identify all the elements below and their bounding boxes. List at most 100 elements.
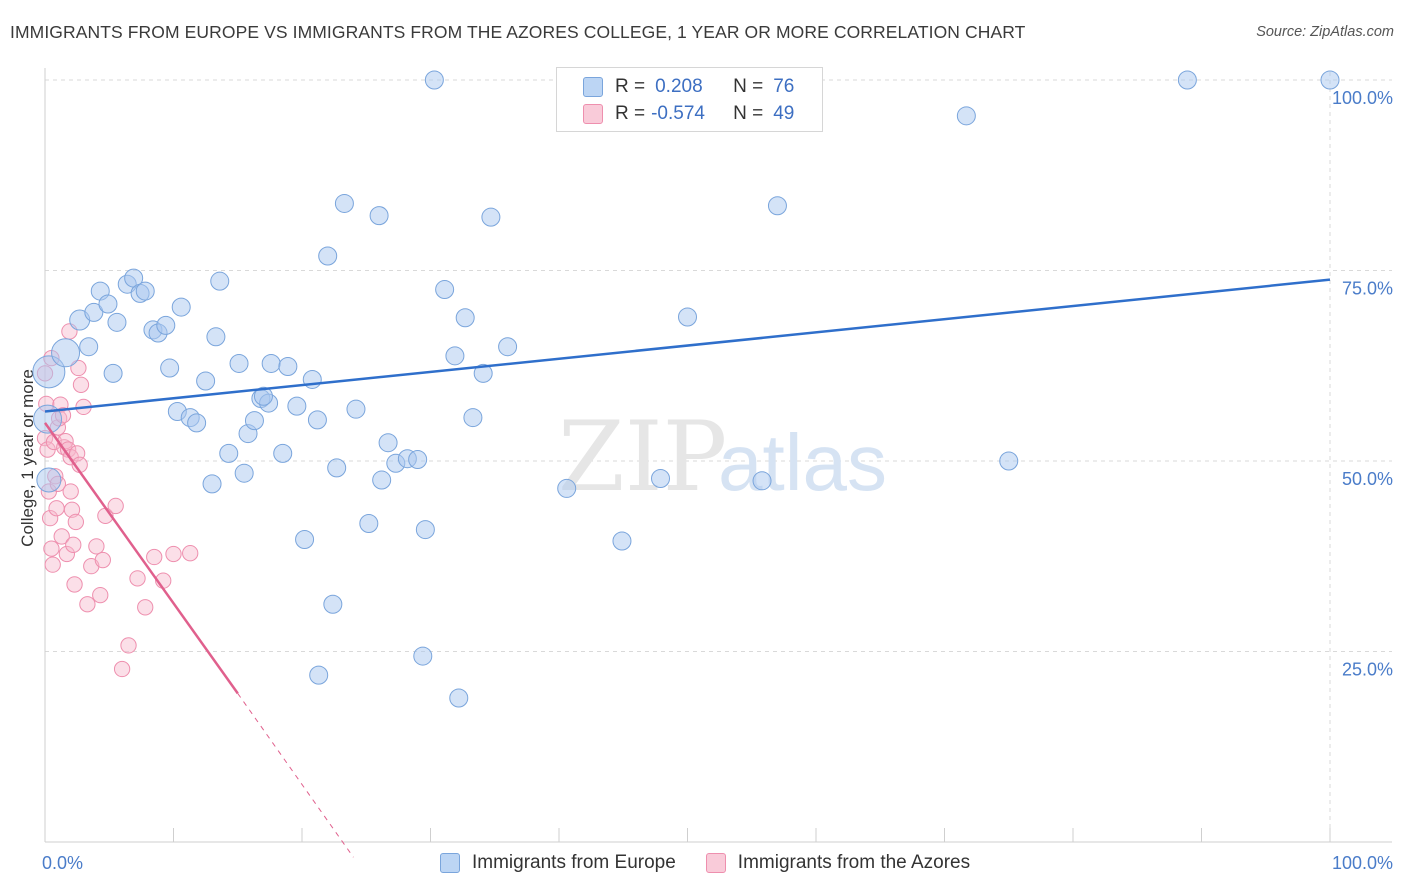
europe-point xyxy=(171,297,191,317)
europe-point xyxy=(346,399,366,419)
azores-n-value: 49 xyxy=(773,103,795,124)
europe-point xyxy=(424,70,444,90)
azores-point xyxy=(137,599,154,616)
legend-label-azores: Immigrants from the Azores xyxy=(737,852,971,873)
europe-point xyxy=(956,106,976,126)
y-tick-label-75: 75.0% xyxy=(1342,279,1393,299)
legend-row-europe: R = 0.208 N = 76 xyxy=(583,74,794,100)
legend-item-europe: Immigrants from Europe xyxy=(440,852,676,874)
europe-point xyxy=(372,470,392,490)
europe-point xyxy=(999,451,1019,471)
chart-title: IMMIGRANTS FROM EUROPE VS IMMIGRANTS FRO… xyxy=(10,22,1026,42)
europe-point xyxy=(84,302,104,322)
azores-swatch xyxy=(583,104,603,124)
azores-point xyxy=(182,545,199,562)
legend-swatch-azores xyxy=(705,853,726,873)
europe-point xyxy=(752,471,772,491)
europe-point xyxy=(278,357,298,377)
europe-point xyxy=(261,353,281,373)
europe-point xyxy=(481,207,501,227)
europe-point xyxy=(219,443,239,463)
azores-point xyxy=(146,548,163,566)
europe-point xyxy=(369,206,389,226)
azores-point xyxy=(165,545,182,563)
europe-point xyxy=(307,410,327,430)
europe-point xyxy=(651,469,671,489)
europe-point xyxy=(229,353,249,373)
europe-trend-line xyxy=(44,278,1331,413)
europe-point xyxy=(678,307,697,327)
europe-point xyxy=(309,665,329,685)
europe-point xyxy=(234,463,254,483)
azores-point xyxy=(44,556,61,573)
azores-point xyxy=(129,570,146,587)
y-tick-label-100: 100.0% xyxy=(1332,88,1393,108)
azores-point xyxy=(41,510,59,527)
europe-point xyxy=(767,196,787,216)
azores-n-label: N = xyxy=(733,103,764,124)
europe-point xyxy=(51,338,81,368)
azores-point xyxy=(43,540,60,557)
legend-swatch-europe xyxy=(440,853,460,873)
europe-point xyxy=(334,193,354,213)
europe-point xyxy=(1320,70,1340,90)
europe-r-label: R = xyxy=(615,76,646,97)
azores-point xyxy=(113,660,131,678)
europe-point xyxy=(435,280,455,300)
source-credit: Source: ZipAtlas.com xyxy=(1256,24,1394,40)
azores-point xyxy=(58,545,75,563)
tick-labels: 25.0% 50.0% 75.0% 100.0% 0.0% 100.0% xyxy=(42,88,1393,873)
x-tick-label-0: 0.0% xyxy=(42,853,83,873)
legend-label-europe: Immigrants from Europe xyxy=(472,852,676,873)
trend-lines xyxy=(43,278,1331,858)
azores-trend-extension xyxy=(237,693,354,858)
axes xyxy=(44,68,1392,843)
europe-point xyxy=(36,467,62,493)
europe-point xyxy=(33,404,63,434)
europe-point xyxy=(1177,70,1197,90)
legend-row-azores: R = -0.574 N = 49 xyxy=(583,101,794,127)
x-tick-label-100: 100.0% xyxy=(1332,853,1393,873)
europe-point xyxy=(455,308,475,328)
europe-point xyxy=(187,413,207,433)
azores-trend-line xyxy=(43,422,239,695)
series-legend: Immigrants from Europe Immigrants from t… xyxy=(440,852,1000,874)
europe-n-label: N = xyxy=(733,76,764,97)
azores-point xyxy=(92,586,109,604)
azores-point xyxy=(88,538,105,555)
europe-point xyxy=(79,337,99,357)
europe-point xyxy=(463,408,483,428)
europe-point xyxy=(273,443,293,463)
europe-n-value: 76 xyxy=(773,76,795,97)
europe-point xyxy=(135,281,155,301)
azores-point xyxy=(48,500,65,517)
azores-r-value: -0.574 xyxy=(651,103,705,124)
azores-point xyxy=(65,536,82,553)
europe-point xyxy=(202,474,222,494)
europe-point xyxy=(295,529,315,549)
azores-point xyxy=(66,576,83,593)
watermark-atlas: atlas xyxy=(718,418,887,507)
europe-point xyxy=(449,688,469,708)
azores-point xyxy=(79,596,96,613)
legend-item-azores: Immigrants from the Azores xyxy=(705,852,971,874)
europe-point xyxy=(103,363,123,383)
europe-point xyxy=(323,594,343,614)
europe-point xyxy=(160,358,180,378)
europe-point xyxy=(498,337,518,357)
azores-r-label: R = xyxy=(615,103,646,124)
europe-point xyxy=(210,271,230,291)
europe-point xyxy=(413,646,433,666)
europe-point xyxy=(196,371,216,391)
azores-point xyxy=(94,551,111,569)
azores-point xyxy=(70,359,87,377)
europe-point xyxy=(327,458,347,478)
watermark: ZIP atlas xyxy=(558,401,887,513)
europe-point xyxy=(107,312,127,332)
europe-point xyxy=(557,478,577,498)
europe-point xyxy=(378,433,398,453)
europe-point xyxy=(473,363,493,383)
europe-point xyxy=(253,386,273,406)
europe-swatch xyxy=(583,77,603,97)
